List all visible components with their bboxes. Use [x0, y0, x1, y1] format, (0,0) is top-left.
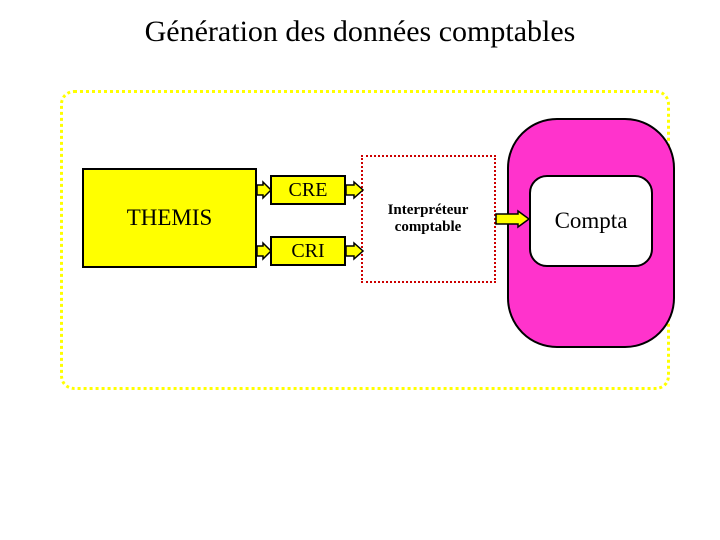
compta-box: Compta [529, 175, 653, 267]
interpreter-line2: comptable [395, 219, 462, 235]
cre-label: CRE [289, 179, 328, 202]
cri-label: CRI [291, 240, 324, 263]
arrow-themis-cri [257, 243, 271, 259]
arrow-interp-compta [496, 211, 529, 227]
arrow-cre-interp [346, 182, 363, 198]
cri-box: CRI [270, 236, 346, 266]
interpreter-line1: Interpréteur [388, 202, 469, 218]
cre-box: CRE [270, 175, 346, 205]
interpreter-label: Interpréteur comptable [368, 202, 488, 235]
themis-box: THEMIS [82, 168, 257, 268]
arrow-themis-cre [257, 182, 271, 198]
compta-label: Compta [555, 208, 628, 234]
page-title: Génération des données comptables [0, 15, 720, 49]
arrow-cri-interp [346, 243, 363, 259]
themis-label: THEMIS [127, 205, 213, 231]
